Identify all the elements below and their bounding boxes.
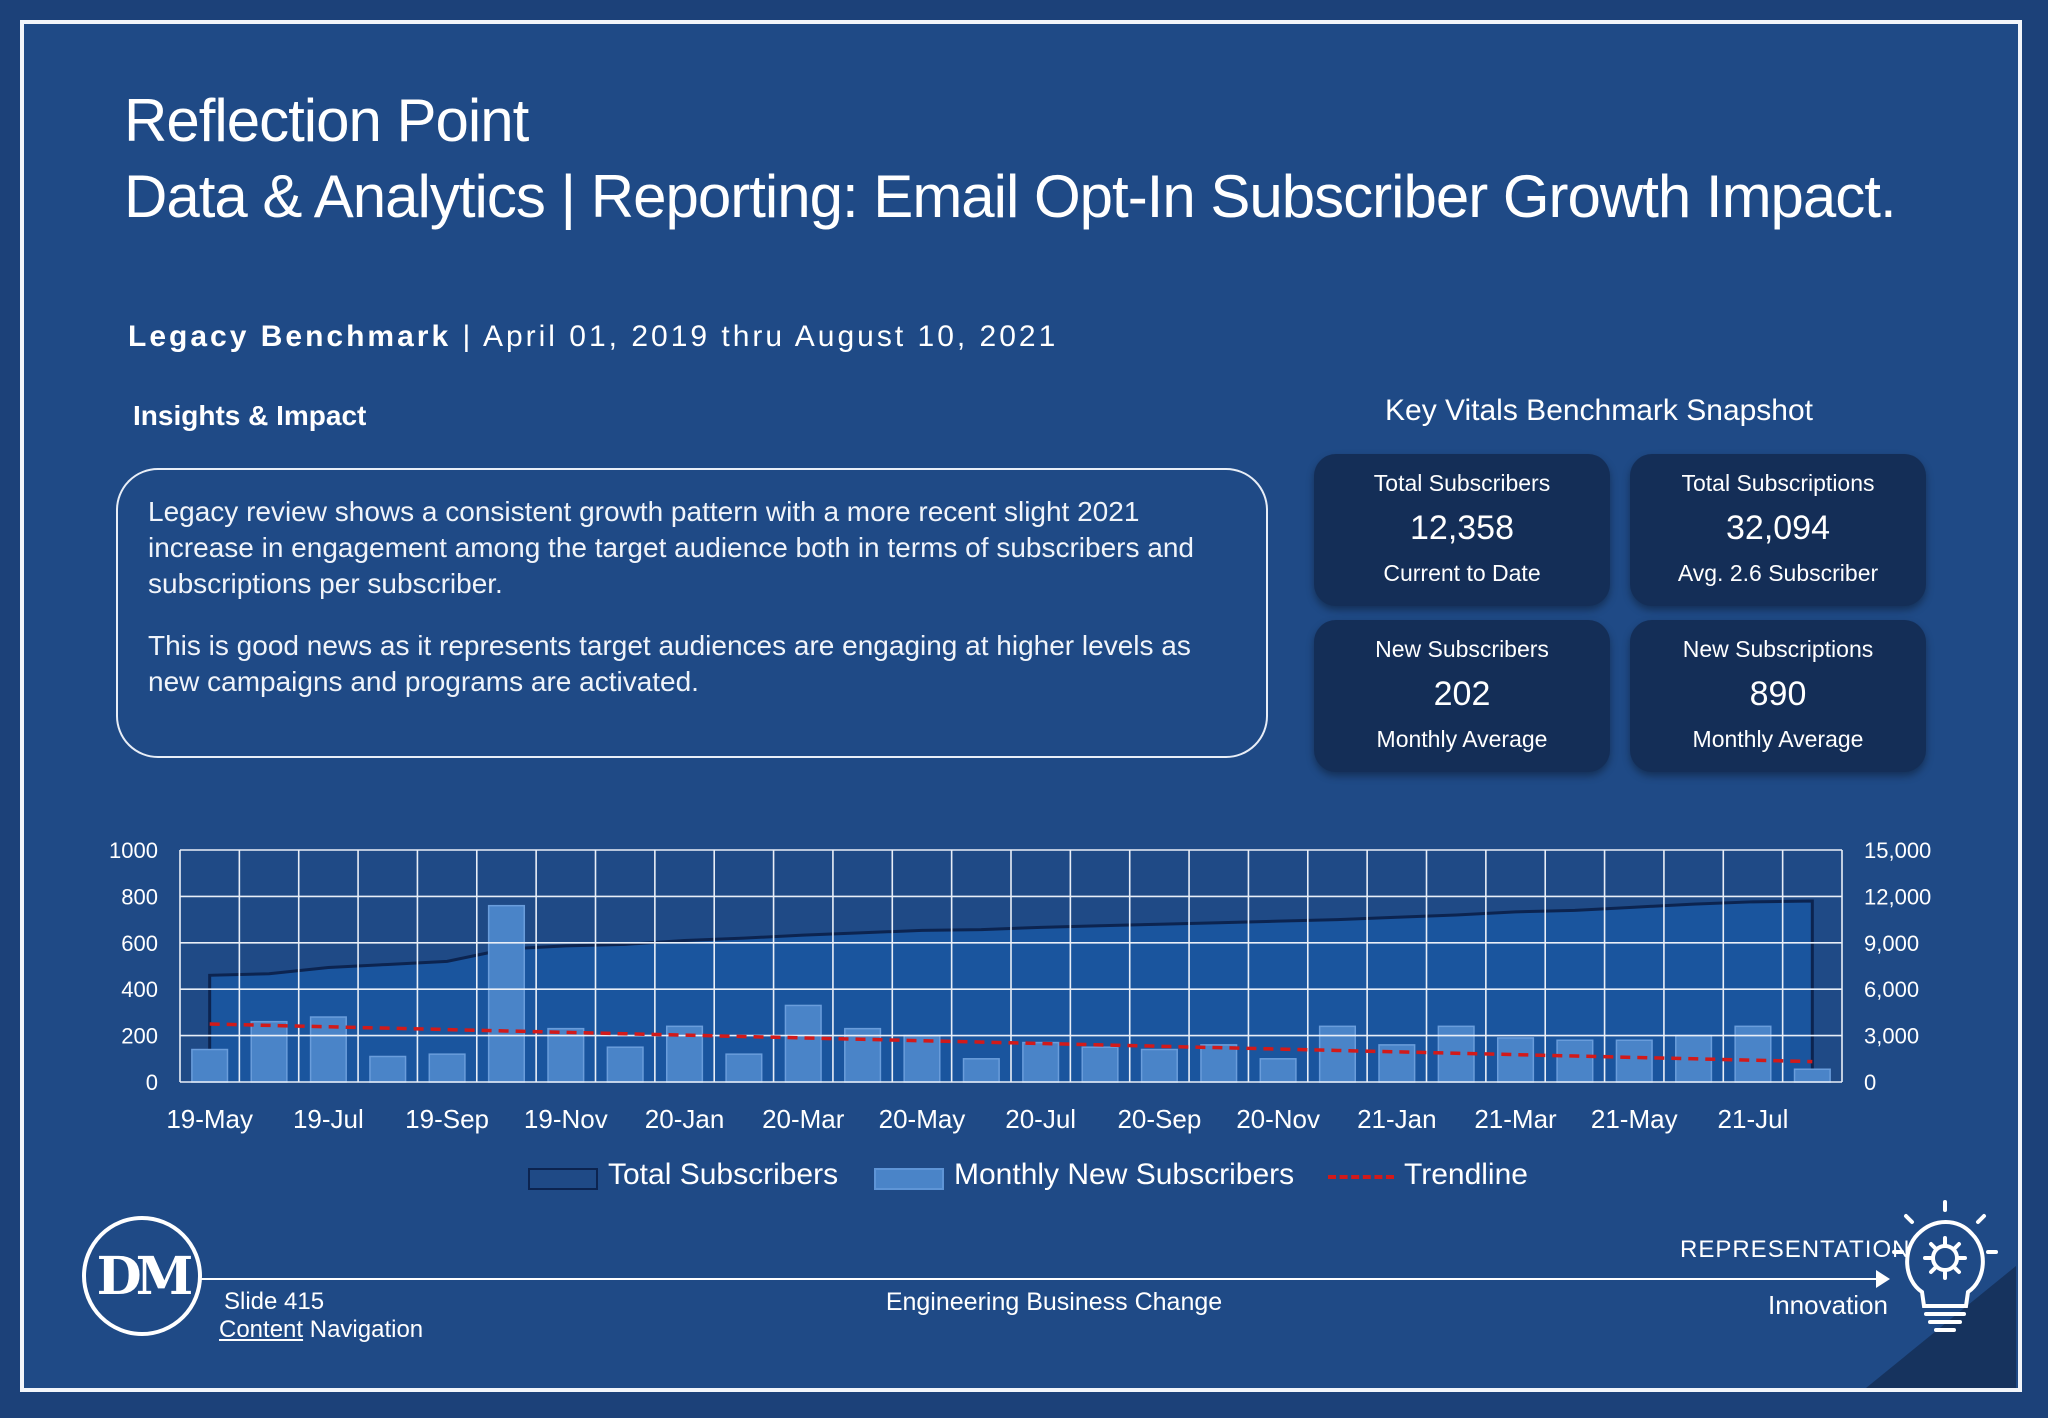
content-navigation[interactable]: Content Navigation — [219, 1316, 423, 1344]
footer-tagline: Engineering Business Change — [0, 1288, 2048, 1317]
x-axis-tick-label: 21-May — [1591, 1104, 1678, 1134]
kv-sub: Monthly Average — [1692, 726, 1864, 752]
bar-monthly-new — [606, 1046, 644, 1083]
bar-monthly-new — [487, 904, 526, 1083]
left-axis-tick-label: 0 — [146, 1070, 158, 1095]
legend-label: Total Subscribers — [608, 1158, 839, 1191]
bar-monthly-new — [844, 1027, 882, 1083]
bar-monthly-new — [1081, 1046, 1119, 1083]
x-axis-tick-label: 19-Jul — [293, 1104, 364, 1134]
bar-monthly-new — [962, 1058, 1000, 1083]
legend-swatch-area — [528, 1168, 598, 1190]
x-axis-tick-label: 19-Nov — [524, 1104, 608, 1134]
bar-monthly-new — [784, 1004, 822, 1083]
kv-sub: Avg. 2.6 Subscriber — [1677, 560, 1879, 586]
benchmark-label: Legacy Benchmark — [128, 320, 452, 353]
dm-logo[interactable]: DM — [82, 1216, 202, 1336]
benchmark-dates: | April 01, 2019 thru August 10, 2021 — [451, 320, 1059, 353]
bar-monthly-new — [1022, 1041, 1060, 1083]
logo-text: DM — [96, 1245, 194, 1307]
bar-monthly-new — [1200, 1044, 1238, 1083]
x-axis-tick-label: 20-Jan — [645, 1104, 725, 1134]
x-axis-tick-label: 20-Mar — [762, 1104, 845, 1134]
x-axis-tick-label: 20-Nov — [1236, 1104, 1320, 1134]
insights-box: Legacy review shows a consistent growth … — [116, 468, 1268, 758]
kv-value: 12,358 — [1410, 509, 1514, 547]
footer-divider — [200, 1278, 1880, 1280]
navigation-text: Navigation — [303, 1316, 424, 1343]
bar-monthly-new — [369, 1055, 407, 1083]
page-title: Reflection Point — [124, 87, 529, 154]
x-axis-tick-label: 19-Sep — [405, 1104, 489, 1134]
right-axis-tick-label: 12,000 — [1864, 884, 1931, 909]
corner-decoration — [1866, 1266, 2016, 1388]
legend-item-total-subscribers: Total Subscribers — [528, 1158, 838, 1192]
bar-monthly-new — [1734, 1025, 1772, 1083]
kv-value: 202 — [1433, 675, 1491, 713]
representation-label: REPRESENTATION — [1680, 1236, 1911, 1263]
content-link[interactable]: Content — [219, 1316, 304, 1343]
kv-sub: Monthly Average — [1376, 726, 1548, 752]
bar-monthly-new — [1140, 1048, 1178, 1083]
trendline — [209, 1022, 1813, 1064]
left-axis-tick-label: 800 — [121, 884, 158, 909]
kv-sub: Current to Date — [1383, 560, 1541, 586]
bar-monthly-new — [903, 1034, 941, 1083]
key-vitals-title: Key Vitals Benchmark Snapshot — [1385, 394, 1814, 427]
insights-paragraph-1: Legacy review shows a consistent growth … — [148, 496, 1194, 599]
page-subtitle: Data & Analytics | Reporting: Email Opt-… — [124, 163, 1897, 230]
insights-paragraph-2: This is good news as it represents targe… — [148, 630, 1191, 697]
kv-card-new-subscriptions: New Subscriptions 890 Monthly Average — [1630, 620, 1926, 772]
right-axis-tick-label: 9,000 — [1864, 931, 1919, 956]
slide-number: Slide 415 — [224, 1288, 325, 1315]
left-axis-tick-label: 200 — [121, 1024, 158, 1049]
right-axis-tick-label: 3,000 — [1864, 1024, 1919, 1049]
bar-monthly-new — [191, 1048, 229, 1083]
kv-label: New Subscriptions — [1682, 636, 1874, 662]
legend-label: Trendline — [1404, 1158, 1528, 1191]
x-axis-tick-label: 21-Jan — [1357, 1104, 1437, 1134]
left-axis-tick-label: 600 — [121, 931, 158, 956]
lightbulb-gear-icon — [1892, 1200, 1998, 1332]
kv-value: 890 — [1749, 675, 1807, 713]
legend-item-monthly-new: Monthly New Subscribers — [874, 1158, 1294, 1192]
legend-swatch-bar — [874, 1168, 944, 1190]
kv-card-total-subscribers: Total Subscribers 12,358 Current to Date — [1314, 454, 1610, 606]
x-axis-tick-label: 21-Mar — [1474, 1104, 1557, 1134]
right-axis-tick-label: 6,000 — [1864, 977, 1919, 1002]
kv-label: New Subscribers — [1375, 636, 1549, 662]
bar-monthly-new — [1556, 1039, 1594, 1083]
right-axis-tick-label: 15,000 — [1864, 838, 1931, 863]
legend-item-trendline: Trendline — [1328, 1158, 1528, 1192]
x-axis-tick-label: 21-Jul — [1718, 1104, 1789, 1134]
legend-label: Monthly New Subscribers — [954, 1158, 1295, 1191]
bar-monthly-new — [250, 1020, 288, 1083]
bar-monthly-new — [1496, 1037, 1535, 1083]
x-axis-tick-label: 20-Sep — [1117, 1104, 1201, 1134]
kv-card-total-subscriptions: Total Subscriptions 32,094 Avg. 2.6 Subs… — [1630, 454, 1926, 606]
bar-monthly-new — [1615, 1039, 1653, 1083]
kv-value: 32,094 — [1726, 509, 1830, 547]
left-axis-tick-label: 1000 — [109, 838, 158, 863]
bar-monthly-new — [428, 1053, 466, 1083]
kv-label: Total Subscribers — [1373, 470, 1551, 496]
right-axis-tick-label: 0 — [1864, 1070, 1876, 1095]
x-axis-tick-label: 19-May — [166, 1104, 253, 1134]
x-axis-tick-label: 20-Jul — [1005, 1104, 1076, 1134]
kv-card-new-subscribers: New Subscribers 202 Monthly Average — [1314, 620, 1610, 772]
bar-monthly-new — [309, 1016, 347, 1083]
benchmark-range: Legacy Benchmark | April 01, 2019 thru A… — [128, 320, 1058, 354]
bar-monthly-new — [547, 1027, 585, 1083]
left-axis-tick-label: 400 — [121, 977, 158, 1002]
x-axis-tick-label: 20-May — [879, 1104, 966, 1134]
legend-swatch-dashed — [1328, 1175, 1394, 1179]
tagline-text: Engineering Business Change — [885, 1288, 1223, 1316]
bar-monthly-new — [1793, 1068, 1831, 1083]
insights-heading: Insights & Impact — [133, 400, 367, 431]
bar-monthly-new — [1259, 1058, 1297, 1083]
kv-label: Total Subscriptions — [1681, 470, 1875, 496]
bar-monthly-new — [725, 1053, 763, 1083]
bar-monthly-new — [1318, 1025, 1357, 1083]
